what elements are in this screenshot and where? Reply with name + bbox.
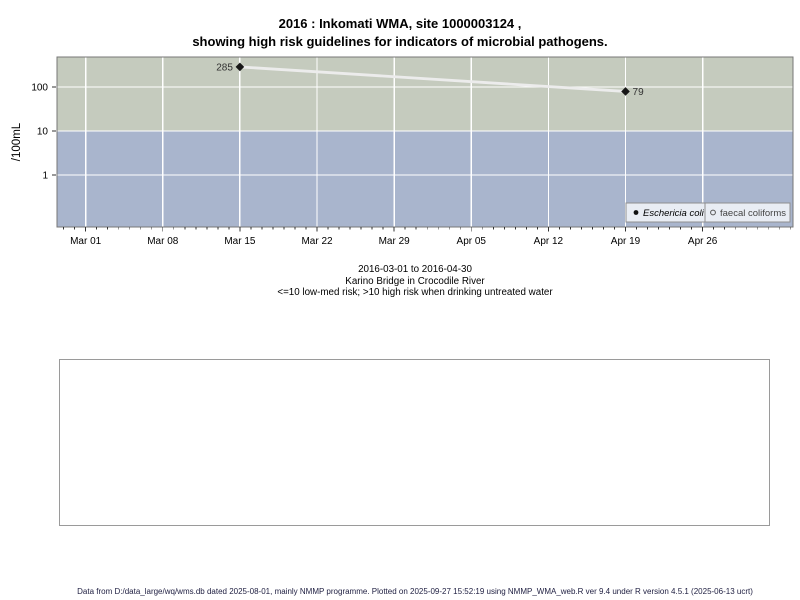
- x-tick-label: Apr 12: [534, 236, 564, 247]
- chart-title: 2016 : Inkomati WMA, site 1000003124 , s…: [0, 15, 800, 50]
- legend-cell-faecal: [704, 202, 791, 223]
- data-point-label: 285: [216, 62, 233, 73]
- timeseries-chart: Mar 01 Mar 08 Mar 15 Mar 22 Mar 29 Apr 05 Apr …: [11, 56, 794, 247]
- footer-note: Data from D:/data_large/wq/wms.db dated …: [77, 587, 753, 596]
- y-tick-label: 10: [37, 126, 49, 137]
- x-tick-label: Apr 26: [688, 236, 718, 247]
- caption-site-name: Karino Bridge in Crocodile River: [345, 275, 485, 287]
- legend-label-faecal: faecal coliforms: [720, 208, 786, 219]
- x-tick-label: Mar 22: [301, 236, 333, 247]
- panel-border: [56, 56, 794, 228]
- data-point-label: 79: [633, 87, 645, 98]
- open-circle-icon: [710, 209, 716, 216]
- data-point: [621, 87, 630, 96]
- y-axis-title: /100mL: [11, 122, 23, 161]
- caption-date-range: 2016-03-01 to 2016-04-30: [358, 264, 472, 275]
- filled-circle-icon: [633, 210, 639, 215]
- legend: Eschericia coli faecal coliforms: [625, 202, 791, 223]
- x-tick-label: Apr 05: [457, 236, 487, 247]
- x-tick-label: Mar 08: [147, 236, 179, 247]
- x-tick-label: Mar 29: [379, 236, 411, 247]
- data-point: [235, 62, 245, 72]
- y-tick-label: 1: [42, 171, 48, 182]
- chart-caption: 2016-03-01 to 2016-04-30 Karino Bridge i…: [30, 264, 800, 299]
- ecoli-series-line: [239, 65, 626, 93]
- caption-risk-note: <=10 low-med risk; >10 high risk when dr…: [277, 287, 553, 298]
- legend-label-ecoli: Eschericia coli: [643, 208, 705, 219]
- x-tick-label: Mar 01: [70, 236, 102, 247]
- chart-title-line2: showing high risk guidelines for indicat…: [192, 33, 608, 49]
- x-axis-ticks: [63, 227, 792, 232]
- y-tick-label: 100: [31, 82, 48, 93]
- y-axis-ticks: [52, 86, 56, 176]
- empty-panel: [59, 359, 770, 526]
- high-risk-band: [57, 57, 793, 131]
- x-tick-label: Mar 15: [224, 236, 256, 247]
- chart-title-line1: 2016 : Inkomati WMA, site 1000003124 ,: [278, 16, 522, 31]
- x-tick-label: Apr 19: [611, 236, 641, 247]
